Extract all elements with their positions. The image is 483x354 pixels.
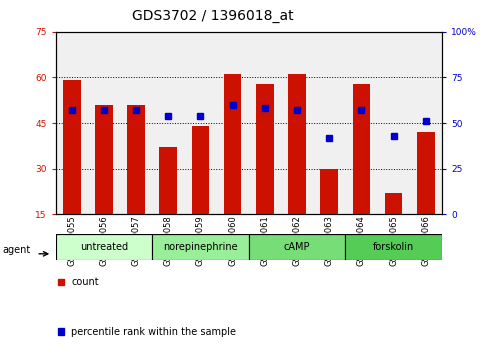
Bar xyxy=(256,84,274,214)
Bar xyxy=(224,74,242,214)
Bar xyxy=(127,105,145,214)
Text: untreated: untreated xyxy=(80,242,128,252)
Text: norepinephrine: norepinephrine xyxy=(163,242,238,252)
Text: agent: agent xyxy=(2,245,30,255)
Text: GDS3702 / 1396018_at: GDS3702 / 1396018_at xyxy=(132,9,293,23)
Bar xyxy=(159,147,177,214)
Bar xyxy=(345,234,442,260)
Bar xyxy=(385,193,402,214)
Bar xyxy=(58,328,64,335)
Bar xyxy=(353,84,370,214)
Bar xyxy=(320,169,338,214)
Bar xyxy=(192,126,209,214)
Text: percentile rank within the sample: percentile rank within the sample xyxy=(71,327,236,337)
Bar xyxy=(58,279,64,285)
Bar xyxy=(417,132,435,214)
Text: cAMP: cAMP xyxy=(284,242,310,252)
Bar xyxy=(95,105,113,214)
Bar xyxy=(249,234,345,260)
Text: count: count xyxy=(71,277,99,287)
Bar xyxy=(63,80,81,214)
Bar xyxy=(288,74,306,214)
Bar xyxy=(152,234,249,260)
Text: forskolin: forskolin xyxy=(373,242,414,252)
Bar xyxy=(56,234,152,260)
